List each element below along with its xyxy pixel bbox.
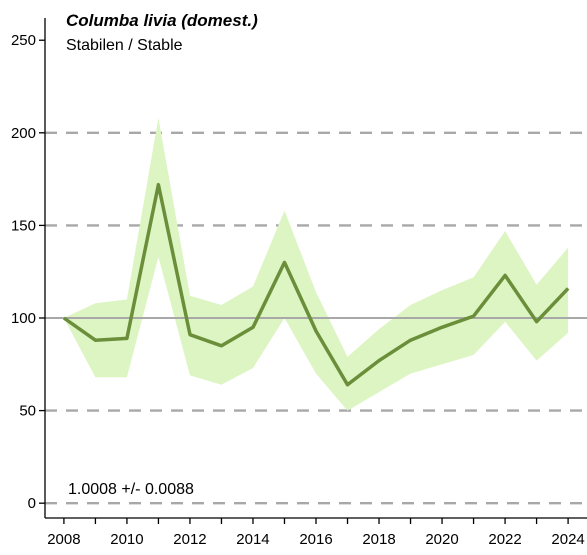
x-tick-label-2016: 2016 (299, 531, 332, 548)
trend-line-layer (62, 182, 570, 387)
y-tick-label-150: 150 (11, 217, 36, 234)
tick-labels: 0 50 100 150 200 250 2008 2010 2012 2014 2016 2018 2… (11, 32, 585, 548)
chart-title: Columba livia (domest.) (66, 11, 258, 30)
confidence-band (63, 118, 569, 411)
x-tick-label-2022: 2022 (488, 531, 521, 548)
trend-annotation: 1.0008 +/- 0.0088 (68, 481, 194, 498)
y-tick-label-200: 200 (11, 125, 36, 142)
y-tick-label-50: 50 (19, 403, 36, 420)
y-tick-label-100: 100 (11, 310, 36, 327)
x-tick-label-2020: 2020 (425, 531, 458, 548)
x-tick-label-2024: 2024 (551, 531, 584, 548)
x-tick-label-2012: 2012 (173, 531, 206, 548)
confidence-band-layer (63, 118, 569, 411)
trend-status: Stabilen / Stable (66, 37, 183, 54)
x-tick-label-2010: 2010 (110, 531, 143, 548)
x-tick-label-2014: 2014 (236, 531, 269, 548)
axes (39, 18, 587, 524)
x-tick-label-2018: 2018 (362, 531, 395, 548)
grid-lines (45, 131, 587, 505)
y-tick-label-0: 0 (28, 495, 36, 512)
x-tick-label-2008: 2008 (47, 531, 80, 548)
y-tick-label-250: 250 (11, 32, 36, 49)
